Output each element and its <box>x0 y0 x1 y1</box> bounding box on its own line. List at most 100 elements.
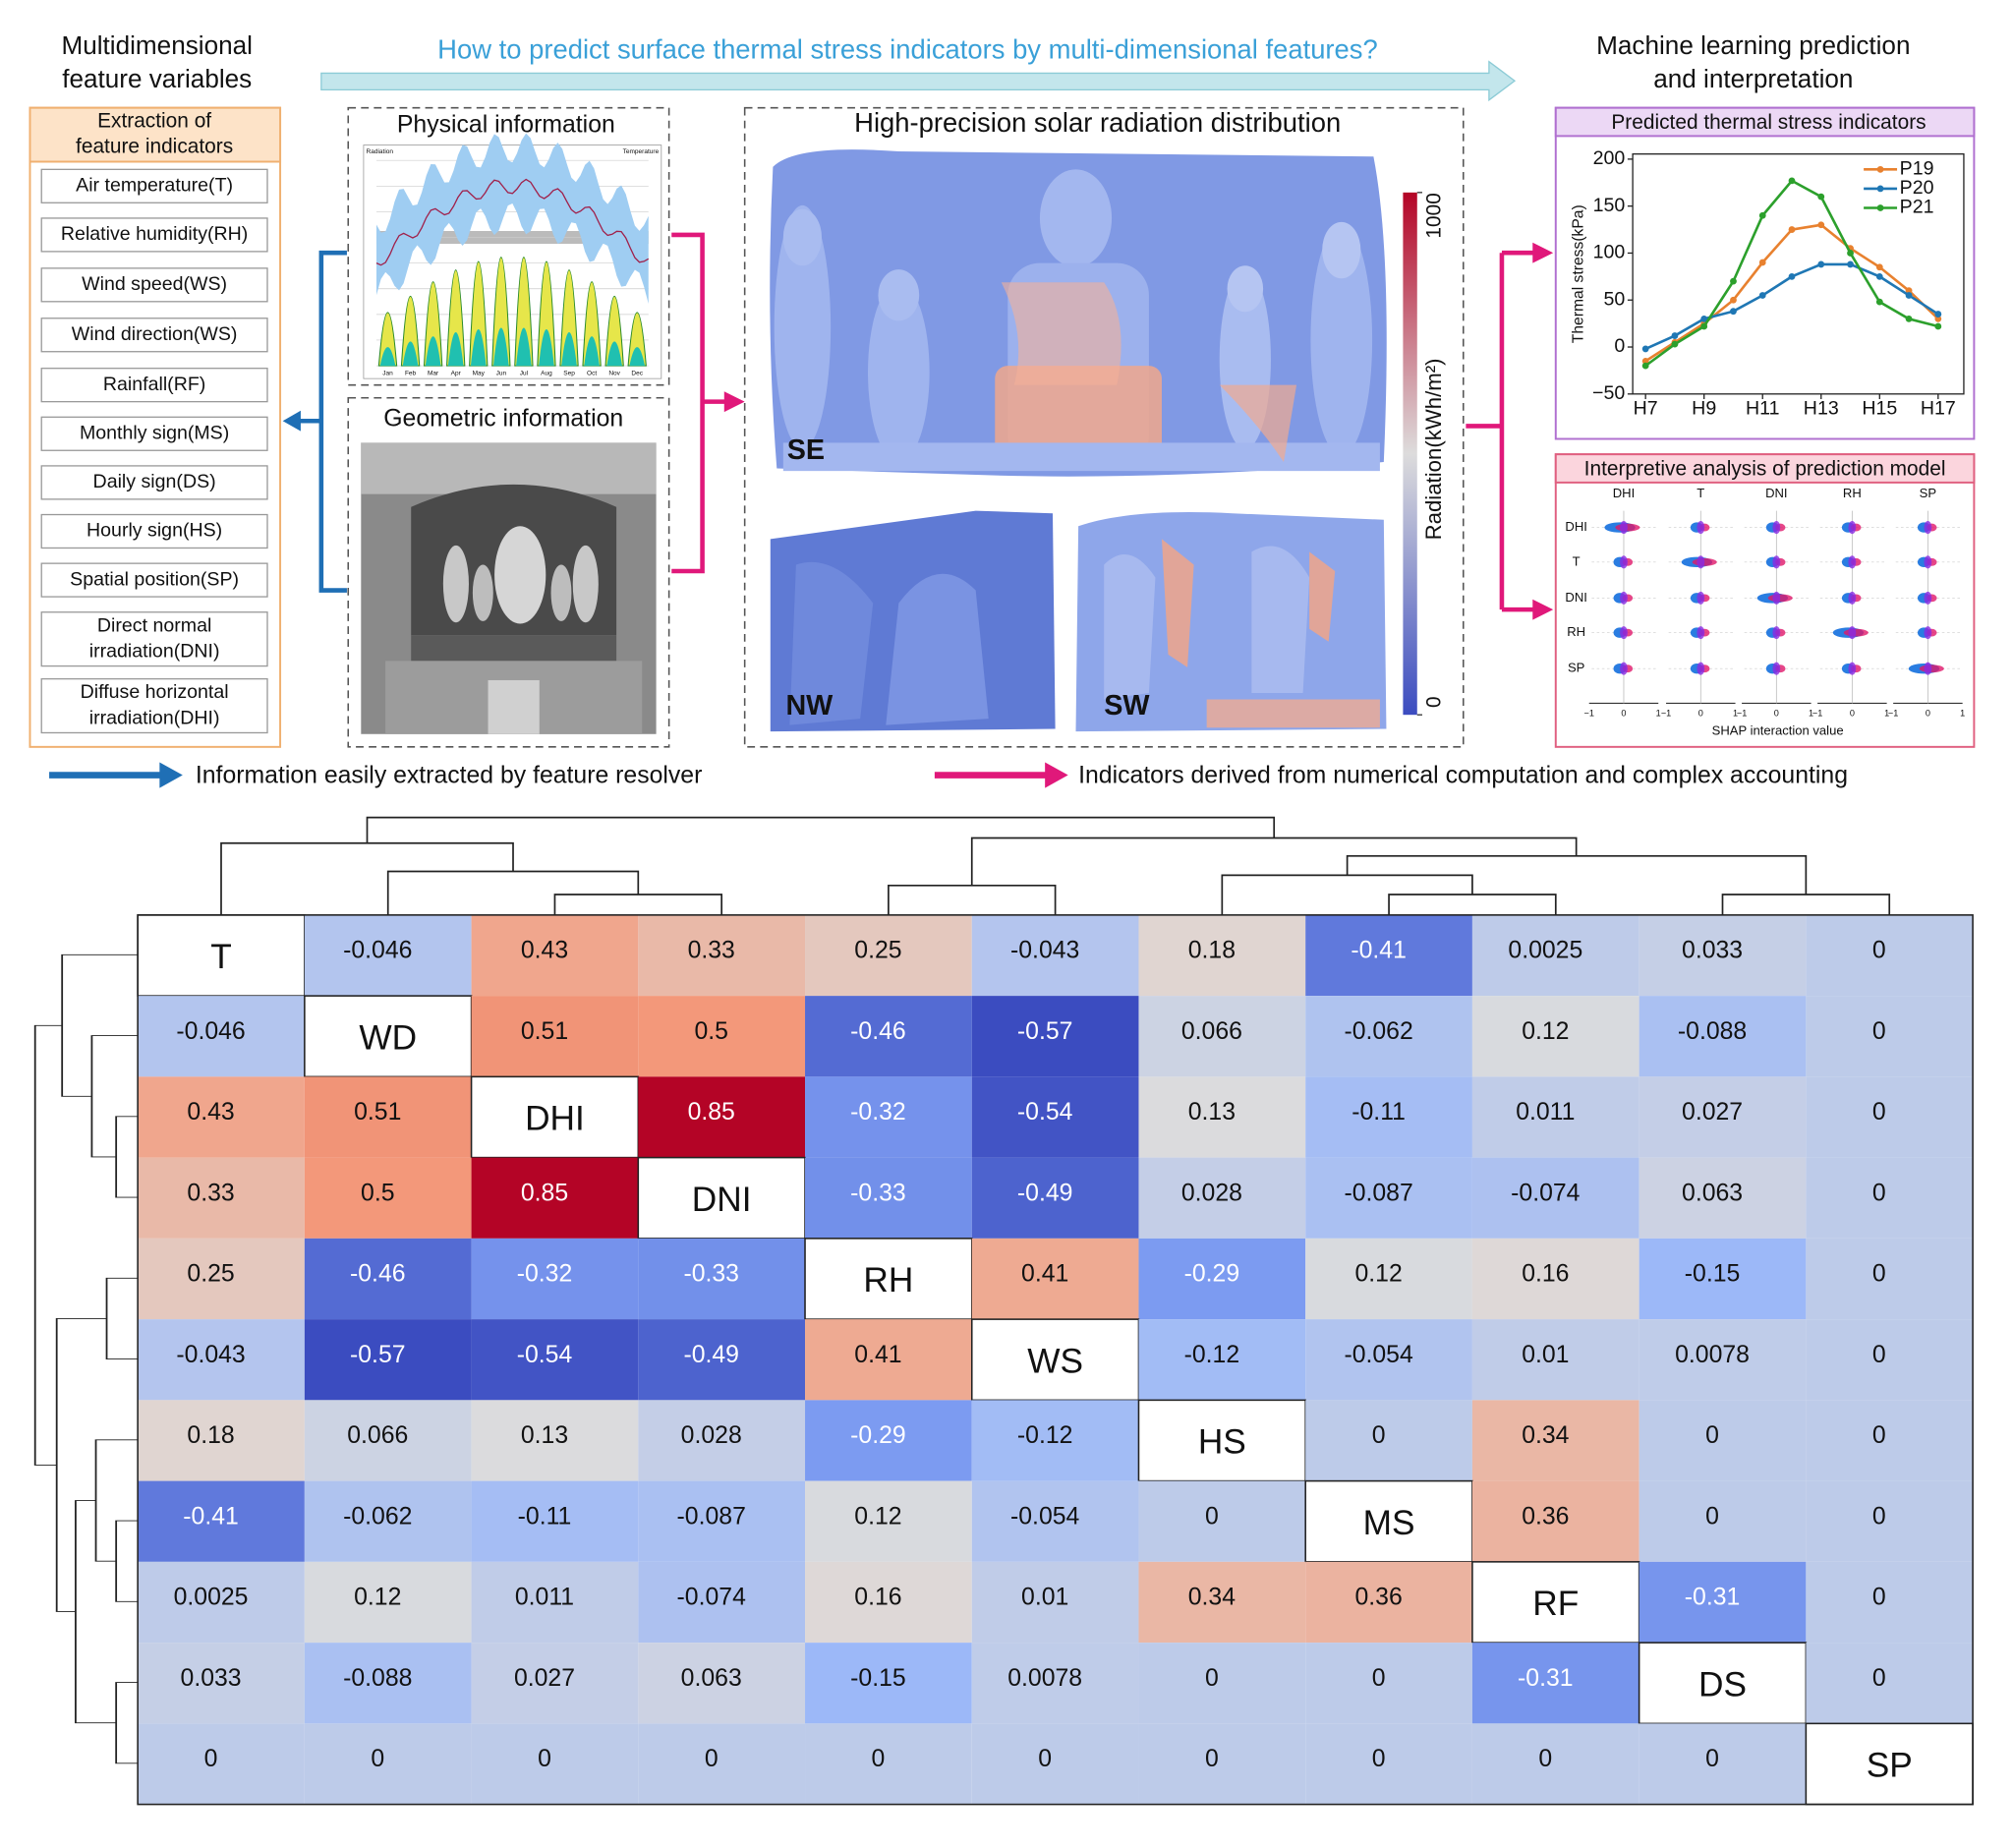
point <box>1700 315 1708 322</box>
cell-value: 0.033 <box>1682 938 1743 964</box>
colorbar-tick-label: 0 <box>1423 696 1446 708</box>
cell-value: 0.01 <box>1021 1585 1068 1611</box>
diffuse-peak <box>629 347 646 367</box>
cell-value: -0.12 <box>1184 1342 1240 1368</box>
shap-blob <box>1848 662 1857 675</box>
cell-value: 0.36 <box>1354 1585 1402 1611</box>
cell-value: 0 <box>1372 1746 1386 1772</box>
cell <box>304 1238 472 1320</box>
y-tick-label: 100 <box>1593 242 1626 263</box>
cell <box>971 1238 1139 1320</box>
cell <box>805 996 972 1077</box>
cell-value: 0.066 <box>347 1422 408 1449</box>
cell-value: 0.51 <box>354 1099 401 1126</box>
cell <box>1471 914 1639 997</box>
cell-value: 0 <box>1872 1665 1886 1692</box>
decoration <box>1001 282 1122 385</box>
cell-value: 0.5 <box>361 1180 394 1206</box>
shap-blob <box>1620 662 1628 675</box>
cell-value: -0.41 <box>183 1503 239 1530</box>
cell <box>971 1400 1139 1481</box>
shap-column: SP <box>1920 486 1937 500</box>
cell-value: 0.0025 <box>1508 938 1582 964</box>
variable-label: HS <box>1198 1423 1246 1462</box>
point <box>1671 340 1679 348</box>
month-label: Oct <box>587 371 597 377</box>
cell <box>304 1643 472 1724</box>
feature-label: Hourly sign(HS) <box>86 520 222 542</box>
decoration <box>1309 551 1336 642</box>
cell-value: 0.51 <box>521 1018 568 1045</box>
diagonal-cell <box>970 1318 1140 1402</box>
cell-value: -0.088 <box>1678 1018 1747 1045</box>
cell <box>1305 1400 1472 1481</box>
cell <box>1639 1157 1807 1239</box>
cell <box>1806 1643 1974 1724</box>
month-label: Feb <box>405 371 417 377</box>
diffuse-peak <box>492 327 509 367</box>
cell-value: -0.062 <box>343 1503 412 1530</box>
shap-blob <box>1924 521 1932 535</box>
sw-model <box>1075 512 1387 732</box>
feature-label: Spatial position(SP) <box>70 568 239 590</box>
cell <box>1806 914 1974 997</box>
left-title: feature variables <box>62 64 252 93</box>
point <box>1817 193 1825 201</box>
feature-label: Monthly sign(MS) <box>80 422 229 443</box>
cell-value: -0.31 <box>1685 1585 1741 1611</box>
month-label: Apr <box>451 371 462 377</box>
shap-blob <box>1620 555 1628 569</box>
shap-plot: DHI −1 0 1 T −1 0 1 DNI −1 0 1 RH −1 0 1 SP −1 0 1 DHI T DNI RH… <box>1565 486 1965 718</box>
shap-tick: −1 <box>1812 708 1822 718</box>
cell-value: -0.54 <box>517 1342 573 1368</box>
cell-value: 0.12 <box>354 1585 401 1611</box>
decoration <box>472 564 493 621</box>
cell-value: 0 <box>538 1746 551 1772</box>
dendrograms <box>33 816 1891 1764</box>
cell-value: 0 <box>1872 938 1886 964</box>
shap-tick: −1 <box>1584 708 1594 718</box>
decoration <box>789 561 874 725</box>
radiation-peak <box>377 312 398 367</box>
cell <box>1639 1238 1807 1320</box>
interpretation-title: Interpretive analysis of prediction mode… <box>1584 457 1946 480</box>
cell-value: 0.028 <box>681 1422 742 1449</box>
cell-value: -0.41 <box>1351 938 1407 964</box>
cell-value: -0.57 <box>350 1342 406 1368</box>
cell-value: 0 <box>1372 1422 1386 1449</box>
feature-item <box>40 611 268 667</box>
feature-item <box>40 168 268 203</box>
cell <box>1138 1238 1306 1320</box>
feature-label: Direct normal <box>97 614 211 636</box>
diffuse-peak <box>539 328 554 367</box>
cell-value: 0.34 <box>1188 1585 1236 1611</box>
cell-value: 0.0078 <box>1007 1665 1082 1692</box>
cell-value: 0 <box>1538 1746 1552 1772</box>
cell <box>805 1561 972 1644</box>
feature-label: irradiation(DNI) <box>89 640 220 662</box>
cell <box>138 1561 305 1644</box>
feature-label: Wind direction(WS) <box>72 323 238 345</box>
cell-value: 0.0078 <box>1675 1342 1750 1368</box>
cell <box>1305 1319 1472 1401</box>
legend-arrowhead <box>159 762 183 788</box>
cell <box>1305 1561 1472 1644</box>
cell-value: 0.41 <box>1021 1261 1068 1288</box>
cell-value: 0.011 <box>1516 1099 1575 1126</box>
cell-value: -0.088 <box>343 1665 412 1692</box>
cell-value: -0.57 <box>1017 1018 1073 1045</box>
shap-blob <box>1924 626 1932 640</box>
cell <box>638 1561 806 1644</box>
radiation-peak <box>604 295 624 367</box>
shap-column: DNI <box>1765 486 1787 500</box>
cell <box>471 914 639 997</box>
decoration <box>494 526 546 624</box>
x-tick-label: H13 <box>1804 398 1839 420</box>
cell <box>805 914 972 997</box>
right-title: and interpretation <box>1653 64 1853 93</box>
x-tick-label: H11 <box>1746 398 1779 420</box>
shap-tick: 1 <box>1960 708 1965 718</box>
view-label: NW <box>785 690 834 722</box>
shap-blob <box>1697 521 1705 535</box>
